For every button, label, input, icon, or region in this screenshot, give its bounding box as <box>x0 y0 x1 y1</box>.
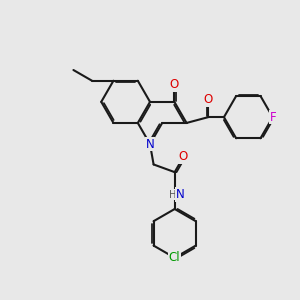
Text: O: O <box>170 78 179 91</box>
Text: O: O <box>204 93 213 106</box>
Text: H: H <box>169 190 176 200</box>
Text: N: N <box>146 138 154 151</box>
Text: F: F <box>269 111 276 124</box>
Text: O: O <box>179 150 188 164</box>
Text: Cl: Cl <box>169 251 181 264</box>
Text: N: N <box>176 188 184 201</box>
